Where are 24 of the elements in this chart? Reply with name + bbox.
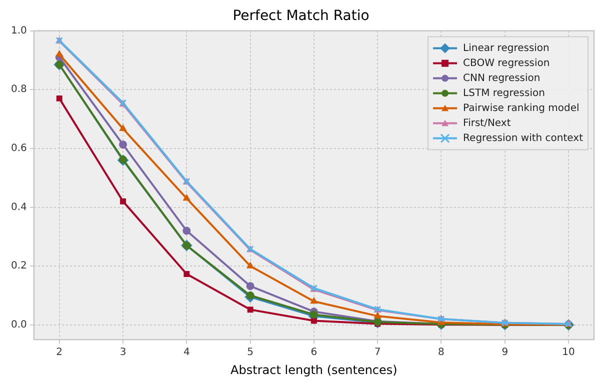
chart-title: Perfect Match Ratio — [232, 8, 370, 24]
legend-label: Pairwise ranking model — [463, 102, 580, 114]
legend-label: Linear regression — [463, 42, 550, 54]
legend-label: CBOW regression — [463, 58, 550, 69]
y-tick-label: 0.8 — [10, 84, 27, 96]
y-tick-label: 1.0 — [10, 25, 27, 36]
x-tick-label: 10 — [562, 347, 575, 358]
y-tick-label: 0.0 — [10, 319, 27, 330]
legend-label: CNN regression — [463, 72, 540, 84]
x-tick-label: 7 — [374, 347, 381, 358]
x-tick-label: 6 — [310, 347, 318, 358]
legend-label: LSTM regression — [463, 88, 545, 99]
legend-label: Regression with context — [463, 132, 584, 144]
x-tick-label: 9 — [502, 347, 508, 358]
legend-label: First/Next — [463, 118, 511, 129]
y-tick-label: 0.4 — [10, 202, 27, 213]
x-tick-label: 3 — [120, 347, 126, 358]
x-tick-label: 8 — [438, 347, 444, 358]
y-tick-label: 0.2 — [10, 260, 27, 272]
x-axis-title: Abstract length (sentences) — [230, 362, 398, 377]
x-tick-label: 4 — [183, 347, 190, 358]
x-tick-label: 5 — [247, 347, 254, 358]
x-tick-label: 2 — [56, 347, 63, 358]
y-tick-label: 0.6 — [10, 143, 27, 154]
